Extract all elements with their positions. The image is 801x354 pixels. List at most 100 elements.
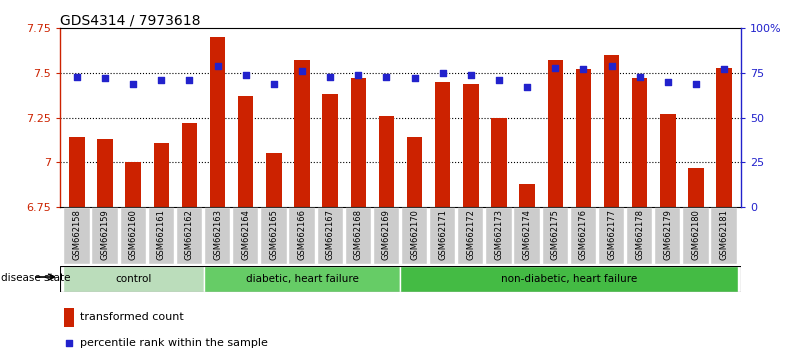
Bar [463, 84, 478, 207]
Text: GSM662165: GSM662165 [269, 209, 279, 260]
FancyBboxPatch shape [542, 208, 568, 264]
Point [409, 75, 421, 81]
FancyBboxPatch shape [261, 208, 287, 264]
Text: GSM662170: GSM662170 [410, 209, 419, 260]
Bar [98, 139, 113, 207]
Text: GSM662177: GSM662177 [607, 209, 616, 260]
Bar [238, 96, 253, 207]
Text: GSM662180: GSM662180 [691, 209, 700, 260]
Point [324, 74, 336, 79]
Bar [323, 95, 338, 207]
Point [549, 65, 562, 70]
Bar [69, 137, 85, 207]
Text: GSM662175: GSM662175 [551, 209, 560, 260]
FancyBboxPatch shape [317, 208, 343, 264]
Bar [126, 162, 141, 207]
Bar [604, 55, 619, 207]
Text: control: control [115, 274, 151, 284]
FancyBboxPatch shape [570, 208, 596, 264]
Bar [64, 308, 74, 327]
Bar [379, 116, 394, 207]
Text: GSM662162: GSM662162 [185, 209, 194, 260]
Text: GSM662178: GSM662178 [635, 209, 644, 260]
Point [437, 70, 449, 76]
Text: GSM662158: GSM662158 [72, 209, 82, 260]
Text: GDS4314 / 7973618: GDS4314 / 7973618 [60, 13, 200, 27]
Bar [407, 137, 422, 207]
Point [239, 72, 252, 78]
FancyBboxPatch shape [203, 266, 400, 292]
Bar [660, 114, 675, 207]
Point [155, 77, 167, 83]
Text: GSM662166: GSM662166 [297, 209, 307, 260]
Text: GSM662171: GSM662171 [438, 209, 447, 260]
Text: disease state: disease state [1, 273, 70, 283]
Bar [154, 143, 169, 207]
Bar [491, 118, 507, 207]
Bar [435, 82, 450, 207]
Point [690, 81, 702, 87]
Bar [266, 153, 282, 207]
Text: GSM662169: GSM662169 [382, 209, 391, 260]
Text: GSM662179: GSM662179 [663, 209, 672, 260]
Text: GSM662159: GSM662159 [101, 209, 110, 259]
Point [718, 67, 731, 72]
Text: non-diabetic, heart failure: non-diabetic, heart failure [501, 274, 638, 284]
FancyBboxPatch shape [64, 208, 90, 264]
Text: transformed count: transformed count [80, 312, 184, 322]
FancyBboxPatch shape [346, 208, 371, 264]
FancyBboxPatch shape [458, 208, 484, 264]
Point [99, 75, 111, 81]
Point [127, 81, 139, 87]
Text: GSM662164: GSM662164 [241, 209, 250, 260]
Point [634, 74, 646, 79]
Point [493, 77, 505, 83]
Bar [716, 68, 732, 207]
Point [296, 68, 308, 74]
Point [183, 77, 196, 83]
Text: GSM662173: GSM662173 [494, 209, 504, 260]
FancyBboxPatch shape [514, 208, 540, 264]
FancyBboxPatch shape [655, 208, 680, 264]
Text: GSM662172: GSM662172 [466, 209, 475, 260]
Text: GSM662167: GSM662167 [326, 209, 335, 260]
FancyBboxPatch shape [92, 208, 118, 264]
Point [521, 85, 533, 90]
Point [268, 81, 280, 87]
Text: percentile rank within the sample: percentile rank within the sample [80, 338, 268, 348]
Bar [576, 69, 591, 207]
FancyBboxPatch shape [177, 208, 202, 264]
FancyBboxPatch shape [149, 208, 174, 264]
Point [605, 63, 618, 69]
Text: GSM662176: GSM662176 [579, 209, 588, 260]
FancyBboxPatch shape [711, 208, 737, 264]
Point [70, 74, 83, 79]
Bar [210, 37, 225, 207]
FancyBboxPatch shape [205, 208, 231, 264]
Bar [294, 61, 310, 207]
Point [62, 340, 75, 346]
FancyBboxPatch shape [402, 208, 427, 264]
FancyBboxPatch shape [627, 208, 652, 264]
Point [577, 67, 590, 72]
Text: GSM662168: GSM662168 [354, 209, 363, 260]
Text: diabetic, heart failure: diabetic, heart failure [246, 274, 359, 284]
Point [211, 63, 224, 69]
Text: GSM662161: GSM662161 [157, 209, 166, 260]
Text: GSM662181: GSM662181 [719, 209, 729, 260]
Text: GSM662163: GSM662163 [213, 209, 222, 260]
Bar [632, 78, 647, 207]
Bar [182, 123, 197, 207]
FancyBboxPatch shape [233, 208, 259, 264]
Point [380, 74, 392, 79]
Bar [351, 78, 366, 207]
Bar [519, 184, 535, 207]
FancyBboxPatch shape [289, 208, 315, 264]
Text: GSM662160: GSM662160 [129, 209, 138, 260]
FancyBboxPatch shape [486, 208, 512, 264]
Point [465, 72, 477, 78]
Point [662, 79, 674, 85]
FancyBboxPatch shape [599, 208, 624, 264]
Text: GSM662174: GSM662174 [522, 209, 532, 260]
FancyBboxPatch shape [374, 208, 399, 264]
